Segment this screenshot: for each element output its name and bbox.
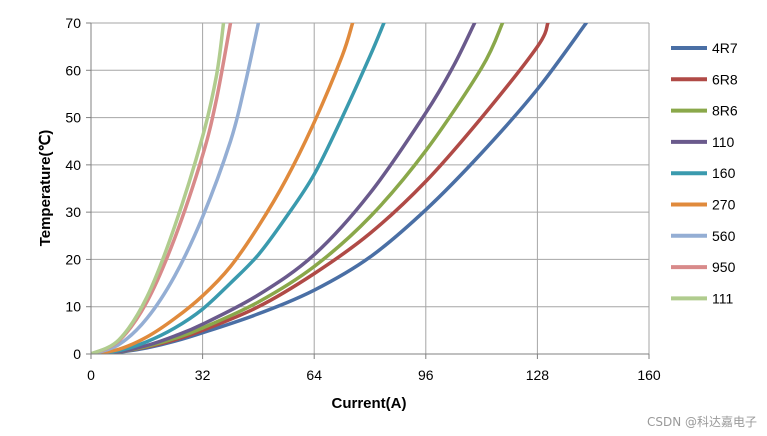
grid-lines xyxy=(91,22,650,354)
y-axis-title: Temperature(℃) xyxy=(37,130,54,247)
y-tick-label: 60 xyxy=(65,62,81,78)
legend-label-560: 560 xyxy=(712,228,736,244)
tick-labels: 0 32 64 96 128 160 0 10 20 30 40 50 60 70 xyxy=(65,15,660,383)
y-tick-label: 10 xyxy=(65,299,81,315)
x-tick-label: 160 xyxy=(637,367,661,383)
legend-label-950: 950 xyxy=(712,259,736,275)
x-tick-label: 64 xyxy=(306,367,322,383)
legend-label-270: 270 xyxy=(712,197,736,213)
x-axis-title: Current(A) xyxy=(332,395,407,412)
legend-label-110: 110 xyxy=(712,134,735,150)
series-line-4R7 xyxy=(91,23,588,354)
y-tick-label: 0 xyxy=(73,346,81,362)
y-tick-label: 40 xyxy=(65,157,81,173)
series-line-160 xyxy=(91,23,386,354)
y-tick-label: 50 xyxy=(65,110,81,126)
series-line-111 xyxy=(91,23,226,354)
axes xyxy=(86,22,650,359)
legend-label-4R7: 4R7 xyxy=(712,40,738,56)
series-line-110 xyxy=(91,23,477,354)
series-line-270 xyxy=(91,23,355,354)
y-tick-label: 70 xyxy=(65,15,81,31)
series-line-8R6 xyxy=(91,23,505,354)
y-tick-label: 20 xyxy=(65,251,81,267)
legend-label-8R6: 8R6 xyxy=(712,103,738,119)
x-tick-label: 128 xyxy=(526,367,550,383)
x-tick-label: 0 xyxy=(87,367,95,383)
legend-label-6R8: 6R8 xyxy=(712,71,738,87)
legend: 4R7 6R8 8R6 110 160 270 560 950 111 xyxy=(671,40,738,306)
x-tick-label: 96 xyxy=(418,367,434,383)
legend-label-111: 111 xyxy=(712,290,733,306)
series-line-560 xyxy=(91,23,261,354)
series-lines xyxy=(91,23,588,354)
y-tick-label: 30 xyxy=(65,204,81,220)
watermark: CSDN @科达嘉电子 xyxy=(646,415,757,429)
legend-label-160: 160 xyxy=(712,165,736,181)
x-tick-label: 32 xyxy=(195,367,211,383)
